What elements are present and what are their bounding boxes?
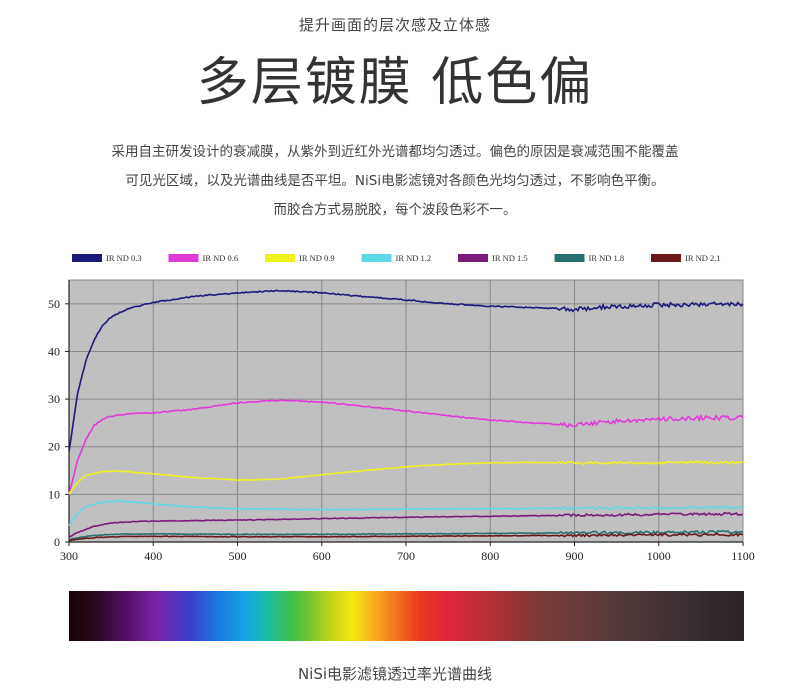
y-tick-label: 40 [48,344,60,358]
legend-label: IR ND 0.6 [203,253,239,263]
intro-line: 采用自主研发设计的衰减膜，从紫外到近红外光谱都均匀透过。偏色的原因是衰减范围不能… [111,144,679,160]
legend-swatch [651,254,681,262]
y-tick-label: 50 [48,297,60,311]
page-subtitle: 提升画面的层次感及立体感 [298,16,491,34]
visible-spectrum-bar [69,591,744,641]
legend-swatch [265,254,295,262]
legend-label: IR ND 0.3 [106,253,142,263]
intro-text: 采用自主研发设计的衰减膜，从紫外到近红外光谱都均匀透过。偏色的原因是衰减范围不能… [45,138,745,225]
legend-swatch [72,254,102,262]
x-tick-label: 600 [313,549,331,563]
y-tick-label: 20 [48,440,60,454]
legend-label: IR ND 2.1 [685,253,721,263]
legend-label: IR ND 1.8 [589,253,625,263]
x-tick-label: 700 [397,549,415,563]
series-line-ir-nd-1-8 [68,529,744,541]
legend-swatch [458,254,488,262]
legend-label: IR ND 1.5 [492,253,528,263]
page-headline: 多层镀膜 低色偏 [196,53,594,113]
series-line-ir-nd-1-2 [68,499,744,527]
series-line-ir-nd-2-1 [68,532,744,542]
legend-swatch [554,254,585,262]
y-tick-label: 10 [48,487,60,501]
transmission-chart: 300 400 500 600 700 800 900 1000 1100 0 10 20 30 40 50… [48,253,755,563]
legend-swatch [168,254,199,262]
intro-line: 可见光区域，以及光谱曲线是否平坦。NiSi电影滤镜对各颜色光均匀透过，不影响色平… [125,173,665,189]
y-tick-label: 0 [54,535,60,549]
legend-label: IR ND 0.9 [299,253,335,263]
legend-swatch [361,254,392,262]
legend-label: IR ND 1.2 [396,253,432,263]
series-line-ir-nd-0-3 [68,289,744,452]
series-line-ir-nd-0-9 [68,460,744,495]
series-line-ir-nd-0-6 [68,399,744,495]
series-line-ir-nd-1-5 [68,511,744,538]
intro-line: 而胶合方式易脱胶，每个波段色彩不一。 [273,202,517,218]
x-tick-label: 500 [229,549,247,563]
x-tick-label: 900 [566,549,584,563]
x-tick-label: 1100 [731,549,755,563]
y-tick-label: 30 [48,392,60,406]
x-tick-label: 300 [60,549,78,563]
x-tick-label: 1000 [647,549,671,563]
chart-caption: NiSi电影滤镜透过率光谱曲线 [297,665,493,683]
x-tick-label: 400 [144,549,162,563]
x-tick-label: 800 [481,549,499,563]
